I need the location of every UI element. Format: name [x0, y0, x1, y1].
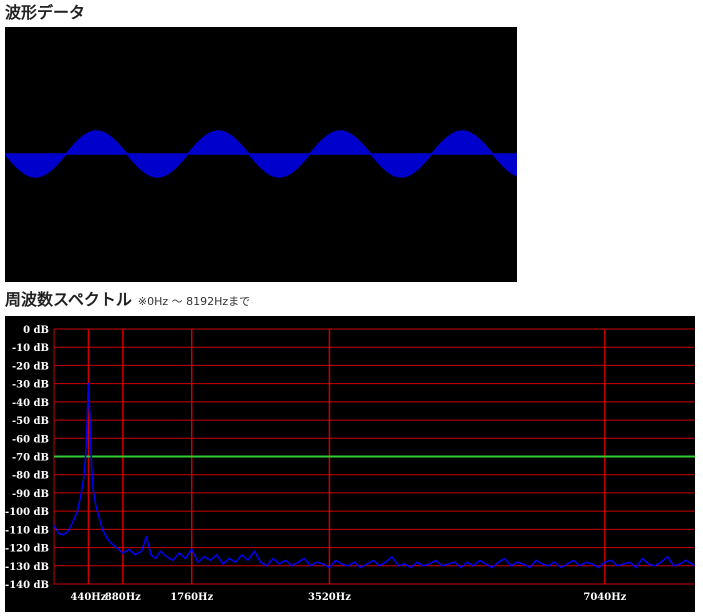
y-tick-label: -90 dB — [12, 489, 49, 500]
x-marker-label: 3520Hz — [308, 592, 351, 603]
y-tick-label: -20 dB — [12, 361, 49, 372]
y-tick-label: -130 dB — [5, 562, 49, 573]
x-marker-label: 880Hz — [105, 592, 141, 603]
x-marker-label: 7040Hz — [583, 592, 626, 603]
waveform-plot — [3, 130, 518, 178]
x-marker-label: 1760Hz — [170, 592, 213, 603]
spectrum-heading: 周波数スペクトル ※0Hz ～ 8192Hzまで — [5, 289, 250, 313]
y-tick-label: -120 dB — [5, 544, 49, 555]
y-tick-label: -60 dB — [12, 434, 49, 445]
spectrum-plot: 0 dB -10 dB -20 dB -30 dB -40 dB -50 dB -60 dB… — [5, 325, 696, 603]
y-tick-label: -50 dB — [12, 416, 49, 427]
y-tick-label: -100 dB — [5, 507, 49, 518]
y-tick-label: -80 dB — [12, 471, 49, 482]
spectrum-range-note: ※0Hz ～ 8192Hzまで — [137, 295, 251, 308]
spectrum-series-line — [53, 382, 696, 569]
spectrum-title: 周波数スペクトル — [5, 290, 132, 309]
y-tick-label: 0 dB — [23, 325, 49, 336]
y-tick-label: -30 dB — [12, 380, 49, 391]
y-tick-label: -70 dB — [12, 453, 49, 464]
y-tick-label: -140 dB — [5, 580, 49, 591]
waveform-trace — [3, 130, 518, 178]
y-tick-label: -10 dB — [12, 343, 49, 354]
waveform-title: 波形データ — [5, 3, 86, 22]
waveform-canvas — [3, 27, 518, 282]
spectrum-canvas: 0 dB -10 dB -20 dB -30 dB -40 dB -50 dB -60 dB… — [5, 316, 696, 612]
y-tick-label: -110 dB — [5, 525, 49, 536]
x-marker-label: 440Hz — [70, 592, 106, 603]
y-tick-label: -40 dB — [12, 398, 49, 409]
